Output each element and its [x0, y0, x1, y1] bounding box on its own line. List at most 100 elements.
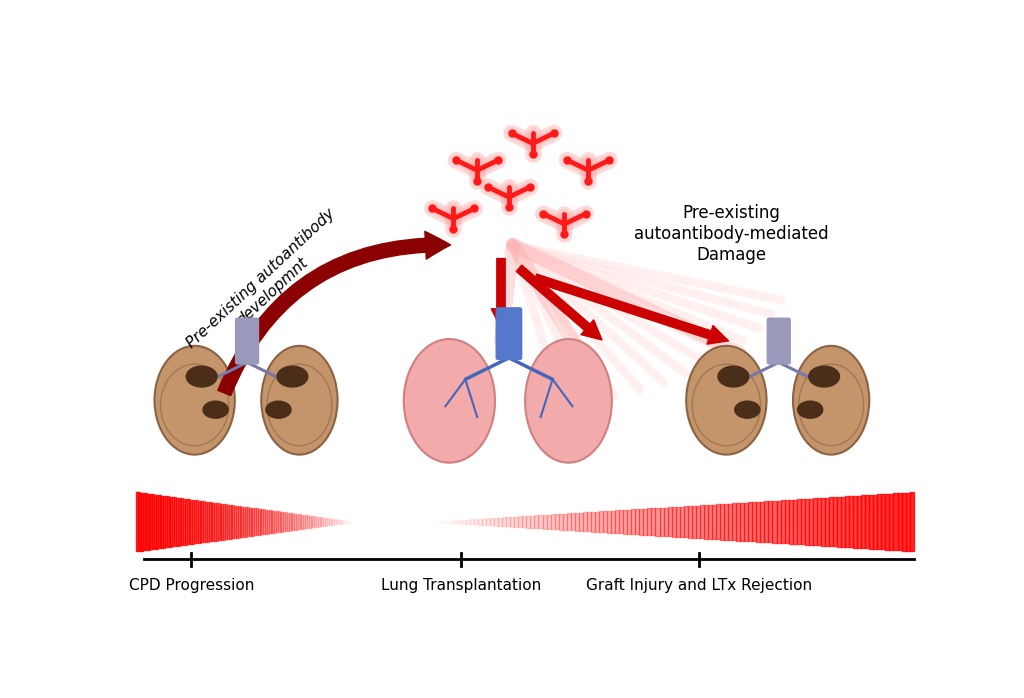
Ellipse shape — [799, 364, 863, 446]
Bar — [740, 503, 744, 541]
Circle shape — [278, 366, 308, 387]
Bar — [768, 501, 772, 542]
Bar — [316, 517, 317, 527]
Bar — [223, 504, 225, 540]
Bar — [317, 517, 319, 527]
Text: Pre-existing
autoantibody-mediated
Damage: Pre-existing autoantibody-mediated Damag… — [634, 205, 828, 264]
Bar — [833, 497, 837, 547]
Bar — [324, 518, 325, 526]
Bar — [225, 504, 227, 540]
Bar — [139, 493, 141, 551]
Bar — [327, 518, 329, 526]
Circle shape — [809, 366, 840, 387]
Bar — [579, 512, 583, 531]
Bar — [143, 493, 145, 550]
Bar — [170, 497, 172, 547]
Bar — [156, 495, 158, 549]
Bar — [265, 510, 267, 534]
Bar — [664, 507, 668, 536]
Bar — [437, 521, 441, 522]
Bar — [244, 507, 245, 537]
Bar — [450, 521, 454, 523]
Bar — [202, 501, 203, 542]
Bar — [333, 519, 334, 525]
Bar — [179, 498, 181, 545]
Bar — [495, 518, 498, 526]
Bar — [466, 519, 470, 524]
Bar — [441, 521, 445, 523]
Bar — [183, 498, 185, 545]
Circle shape — [203, 401, 228, 418]
Bar — [631, 510, 635, 534]
Bar — [261, 510, 263, 535]
Bar — [258, 509, 260, 535]
Bar — [672, 507, 676, 537]
Bar — [331, 519, 333, 525]
Bar — [841, 497, 845, 547]
Bar — [296, 514, 298, 530]
Bar — [587, 512, 591, 531]
Bar — [167, 496, 169, 547]
Bar — [708, 505, 712, 539]
Bar — [591, 512, 595, 532]
Bar — [214, 503, 216, 541]
Bar — [163, 496, 165, 548]
Bar — [882, 494, 886, 549]
Bar — [793, 500, 797, 544]
FancyArrowPatch shape — [218, 232, 451, 396]
Bar — [890, 493, 894, 550]
Bar — [289, 513, 291, 530]
Bar — [141, 493, 143, 551]
Bar — [514, 517, 518, 527]
Bar — [510, 517, 514, 527]
Bar — [203, 501, 205, 542]
Bar — [809, 498, 813, 545]
Bar — [294, 514, 296, 530]
Bar — [482, 519, 486, 525]
Bar — [270, 510, 272, 533]
Bar — [338, 519, 340, 524]
Bar — [454, 520, 458, 524]
Bar — [574, 513, 579, 530]
Ellipse shape — [161, 364, 228, 446]
Bar — [155, 495, 156, 549]
Bar — [252, 508, 254, 535]
Bar — [474, 519, 478, 524]
Bar — [897, 493, 901, 550]
Bar — [805, 499, 809, 544]
Bar — [566, 514, 570, 530]
Bar — [211, 503, 212, 541]
Bar — [628, 510, 631, 534]
Bar — [772, 501, 776, 543]
Bar — [788, 500, 793, 544]
Bar — [236, 506, 238, 537]
Bar — [692, 506, 696, 537]
Bar — [188, 499, 190, 544]
Bar — [757, 502, 761, 542]
Bar — [301, 514, 303, 529]
Bar — [607, 511, 611, 533]
Bar — [470, 519, 474, 524]
Bar — [278, 512, 280, 532]
Bar — [314, 517, 316, 527]
Bar — [490, 518, 495, 526]
Bar — [728, 503, 732, 540]
FancyArrowPatch shape — [516, 265, 602, 340]
Bar — [712, 505, 716, 539]
Bar — [205, 502, 207, 542]
Bar — [274, 511, 276, 533]
Bar — [498, 518, 502, 526]
Bar — [506, 517, 510, 526]
Bar — [349, 521, 350, 523]
Bar — [724, 504, 728, 540]
Bar — [334, 519, 336, 524]
Bar — [153, 494, 155, 549]
Bar — [764, 501, 768, 542]
Bar — [676, 507, 680, 537]
Bar — [837, 497, 841, 547]
Bar — [595, 512, 599, 532]
Bar — [267, 510, 268, 533]
Bar — [801, 499, 805, 544]
Bar — [186, 499, 188, 544]
Bar — [151, 494, 153, 549]
